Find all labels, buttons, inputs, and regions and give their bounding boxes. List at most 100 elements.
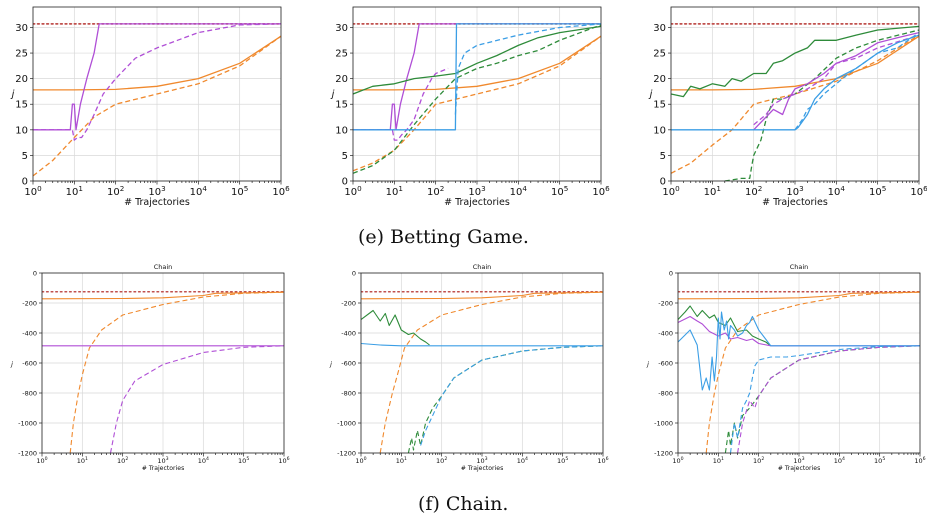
x-tick-label: 101 [77,456,88,465]
series-line-3 [361,309,430,346]
y-tick-label: 30 [15,23,28,34]
y-tick-label: -200 [22,299,37,307]
x-tick-label: 102 [117,456,128,465]
y-tick-label: 25 [653,49,666,60]
y-tick-label: -800 [658,389,673,397]
chart-title: Chain [790,263,809,271]
series-line-1 [42,291,284,300]
y-tick-label: -1000 [337,419,356,427]
y-tick-label: -400 [341,329,356,337]
plot-area [33,22,281,177]
series-line-5 [361,342,603,347]
x-axis-label: # Trajectories [461,465,504,472]
x-tick-label: 106 [914,456,925,465]
y-tick-label: -600 [22,359,37,367]
y-tick-label: 0 [342,177,348,188]
x-tick-label: 106 [272,184,290,198]
plot-area [353,22,601,174]
x-tick-label: 101 [713,456,724,465]
series-line-6 [420,345,603,446]
series-line-7 [678,311,920,391]
y-tick-label: 0 [352,269,356,277]
series-line-2 [33,35,281,177]
x-tick-label: 105 [231,184,248,198]
x-tick-label: 102 [745,184,762,198]
series-line-3 [678,305,772,347]
chart-panel-6: 100 101 102 103 104 105 106 0 -200 -400 -600 -800 -1… [646,263,926,472]
series-line-1 [678,291,920,300]
series-line-2 [379,291,603,453]
series-line-1 [33,35,281,91]
series-line-8 [794,32,919,131]
y-tick-label: 20 [653,74,666,85]
series-line-7 [353,23,601,131]
y-tick-label: 15 [15,100,28,111]
series-line-8 [454,23,601,115]
y-tick-label: 5 [22,151,28,162]
x-axis-label: # Trajectories [142,465,185,472]
x-tick-label: 104 [510,184,528,198]
y-tick-label: 0 [22,177,28,188]
x-tick-label: 106 [278,456,289,465]
plot-area [671,22,919,181]
caption-betting-game: (e) Betting Game. [358,226,529,248]
x-tick-label: 106 [597,456,608,465]
y-tick-label: 25 [15,49,28,60]
y-tick-label: -400 [22,329,37,337]
x-axis-label: # Trajectories [778,465,821,472]
y-tick-label: 15 [335,100,348,111]
x-tick-label: 106 [592,184,610,198]
series-line-2 [69,291,284,453]
series-line-5 [353,25,601,95]
y-tick-label: 20 [15,74,28,85]
series-line-1 [353,35,601,91]
chart-panel-5: 100 101 102 103 104 105 106 0 -200 -400 -600 -800 -1… [329,263,609,472]
series-line-5 [753,31,919,131]
y-tick-label: 5 [660,151,666,162]
series-line-2 [671,34,919,174]
y-tick-label: 20 [335,74,348,85]
chart-panel-2: 100 101 102 103 104 105 106 0 5 10 15 20 25 30 # Traje… [330,6,610,208]
x-tick-label: 106 [910,184,927,198]
x-tick-label: 104 [190,184,208,198]
x-tick-label: 103 [786,184,803,198]
x-tick-label: 101 [66,184,83,198]
x-tick-label: 101 [396,456,407,465]
x-tick-label: 105 [238,456,249,465]
y-axis-label: j [646,360,649,368]
series-line-1 [671,35,919,91]
plot-area [42,291,284,453]
x-tick-label: 103 [476,456,487,465]
y-axis-label: j [648,89,653,100]
x-tick-label: 105 [551,184,568,198]
x-tick-label: 103 [468,184,485,198]
series-line-3 [671,25,919,98]
x-tick-label: 102 [427,184,444,198]
series-line-3 [33,23,281,131]
x-tick-label: 105 [557,456,568,465]
x-axis-label: # Trajectories [124,197,190,208]
y-tick-label: 10 [15,125,28,136]
x-tick-label: 104 [517,456,528,465]
x-tick-label: 103 [148,184,165,198]
x-tick-label: 104 [198,456,209,465]
series-line-6 [737,345,920,453]
series-line-4 [109,345,284,453]
x-axis-label: # Trajectories [762,197,828,208]
series-line-4 [724,345,920,453]
x-tick-label: 102 [753,456,764,465]
y-tick-label: -600 [658,359,673,367]
x-tick-label: 104 [828,184,846,198]
y-tick-label: 30 [335,23,348,34]
x-tick-label: 105 [869,184,886,198]
chart-title: Chain [154,263,173,271]
x-tick-label: 104 [834,456,845,465]
y-tick-label: -200 [658,299,673,307]
chart-panel-4: 100 101 102 103 104 105 106 0 -200 -400 -600 -800 -1… [10,263,290,472]
x-tick-label: 102 [107,184,124,198]
series-line-6 [353,24,601,174]
y-tick-label: 10 [653,125,666,136]
y-tick-label: -1000 [654,419,673,427]
series-line-7 [671,34,919,131]
